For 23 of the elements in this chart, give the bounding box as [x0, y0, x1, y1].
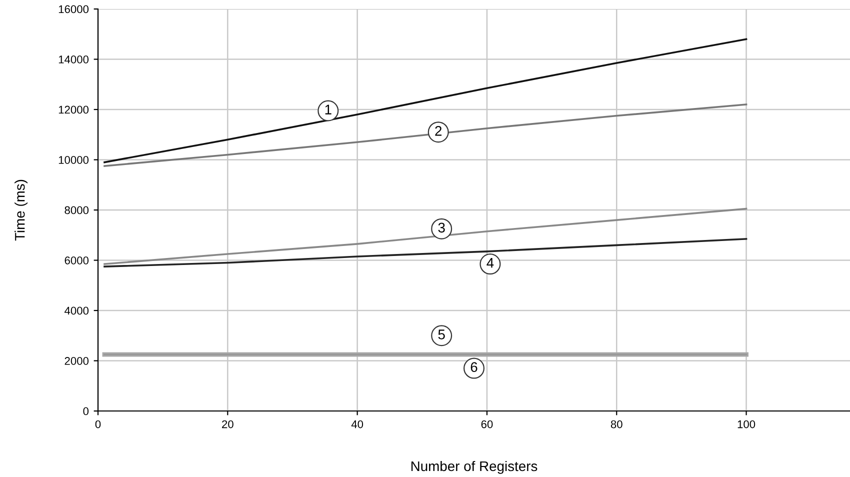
- y-tick-label: 6000: [64, 256, 89, 264]
- y-axis-title: Time (ms): [14, 180, 28, 241]
- annotation: 4: [486, 258, 494, 268]
- x-tick-label: 80: [610, 420, 622, 428]
- x-tick-label: 60: [481, 420, 493, 428]
- y-tick-label: 14000: [58, 56, 89, 64]
- annotation: 2: [435, 126, 442, 136]
- x-tick-label: 0: [95, 420, 101, 428]
- y-tick-label: 12000: [58, 106, 89, 114]
- annotation: 1: [325, 104, 332, 114]
- x-tick-label: 40: [351, 420, 364, 428]
- y-tick-label: 8000: [64, 206, 89, 214]
- annotation: 3: [438, 222, 445, 233]
- x-tick-label: 20: [222, 420, 234, 428]
- x-axis-title: Number of Registers: [411, 460, 538, 474]
- y-tick-label: 2000: [64, 357, 89, 365]
- annotation: 5: [438, 330, 445, 340]
- y-tick-label: 16000: [58, 5, 89, 14]
- x-tick-label: 100: [738, 420, 756, 428]
- y-tick-label: 0: [83, 407, 89, 416]
- y-tick-label: 4000: [64, 306, 89, 315]
- annotation: 6: [470, 362, 478, 372]
- y-tick-label: 10000: [58, 156, 89, 164]
